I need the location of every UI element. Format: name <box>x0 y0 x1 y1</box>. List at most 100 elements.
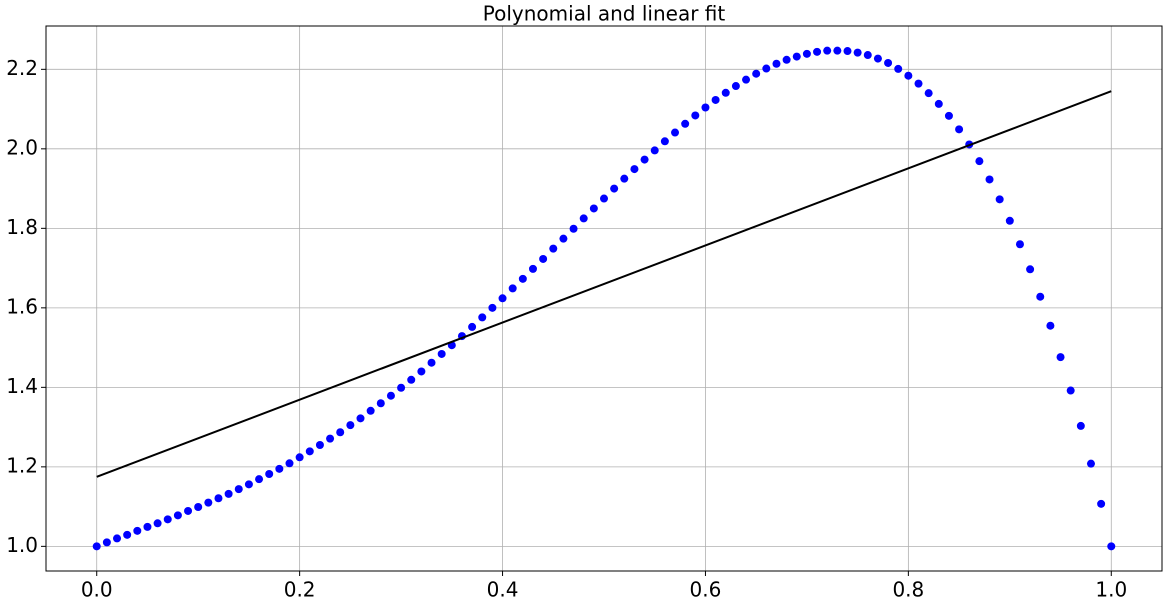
data-point <box>660 137 669 146</box>
data-point <box>1066 386 1075 395</box>
x-tick-label: 0.2 <box>284 578 316 602</box>
data-point <box>721 88 730 97</box>
x-tick-label: 0.8 <box>892 578 924 602</box>
data-point <box>934 99 943 108</box>
data-point <box>792 52 801 61</box>
data-point <box>863 51 872 60</box>
data-point <box>1086 459 1095 468</box>
data-point <box>782 55 791 64</box>
data-point <box>255 475 264 484</box>
data-point <box>802 49 811 58</box>
data-point <box>234 485 243 494</box>
data-point <box>610 184 619 193</box>
data-point <box>904 71 913 80</box>
data-point <box>386 391 395 400</box>
data-point <box>600 194 608 203</box>
data-point <box>559 234 568 243</box>
data-point <box>701 103 710 112</box>
data-point <box>1026 265 1035 274</box>
data-point <box>1005 216 1014 225</box>
data-point <box>681 119 690 128</box>
data-point <box>326 434 335 443</box>
data-point <box>285 459 294 468</box>
data-point <box>579 214 588 223</box>
data-point <box>894 64 903 73</box>
data-point <box>488 303 497 312</box>
x-tick-label: 0.4 <box>487 578 519 602</box>
data-point <box>762 64 771 73</box>
data-point <box>752 69 761 78</box>
y-tick-label: 1.8 <box>6 215 38 239</box>
axes-frame <box>45 25 1163 572</box>
data-point <box>407 375 416 384</box>
data-point <box>1015 240 1024 249</box>
data-point <box>914 79 923 88</box>
data-point <box>650 146 659 155</box>
data-point <box>813 47 822 56</box>
data-point <box>153 519 162 528</box>
data-point <box>376 399 385 408</box>
data-point <box>985 175 994 184</box>
data-point <box>92 542 101 551</box>
data-point <box>772 59 781 68</box>
data-point <box>133 526 142 535</box>
data-point <box>214 494 223 503</box>
data-point <box>853 48 862 57</box>
data-point <box>569 224 578 233</box>
data-point <box>742 75 751 84</box>
data-point <box>397 383 406 392</box>
data-point <box>589 204 598 213</box>
fit-line <box>96 90 1112 478</box>
data-point <box>244 480 253 489</box>
data-point <box>539 254 548 263</box>
data-point <box>437 349 446 358</box>
data-point <box>275 464 284 473</box>
x-tick-label: 0.0 <box>81 578 113 602</box>
data-point <box>955 125 964 134</box>
data-point <box>711 95 720 104</box>
data-point <box>630 165 639 174</box>
data-point <box>1056 353 1065 362</box>
y-tick-label: 1.4 <box>6 374 38 398</box>
y-tick-label: 1.6 <box>6 294 38 318</box>
y-tick-label: 1.0 <box>6 533 38 557</box>
data-point <box>356 414 365 423</box>
chart-title: Polynomial and linear fit <box>483 2 726 26</box>
x-tick-label: 1.0 <box>1095 578 1127 602</box>
data-point <box>204 498 213 507</box>
data-point <box>336 428 345 437</box>
data-point <box>1046 321 1055 330</box>
data-point <box>113 534 122 543</box>
data-point <box>1076 421 1085 430</box>
data-point <box>691 111 700 120</box>
data-point <box>123 530 132 539</box>
data-point <box>224 489 233 498</box>
data-point <box>366 406 375 415</box>
data-point <box>346 421 355 430</box>
y-tick-label: 1.2 <box>6 453 38 477</box>
data-point <box>833 46 842 55</box>
data-point <box>427 358 436 367</box>
data-point <box>184 506 193 515</box>
data-point <box>102 538 111 547</box>
data-point <box>873 54 882 63</box>
data-point <box>498 294 507 303</box>
x-tick-label: 0.6 <box>690 578 722 602</box>
data-point <box>924 89 933 98</box>
data-point <box>315 440 324 449</box>
data-point <box>478 313 487 322</box>
data-point <box>671 128 680 137</box>
data-point <box>265 470 274 479</box>
data-point <box>995 195 1004 204</box>
data-point <box>1097 499 1106 508</box>
data-point <box>508 284 517 293</box>
data-point <box>305 447 314 456</box>
data-point <box>1036 292 1045 301</box>
data-point <box>417 367 426 376</box>
data-point <box>1107 542 1116 551</box>
data-point <box>163 515 172 524</box>
y-tick-label: 2.0 <box>6 135 38 159</box>
data-point <box>640 155 649 164</box>
